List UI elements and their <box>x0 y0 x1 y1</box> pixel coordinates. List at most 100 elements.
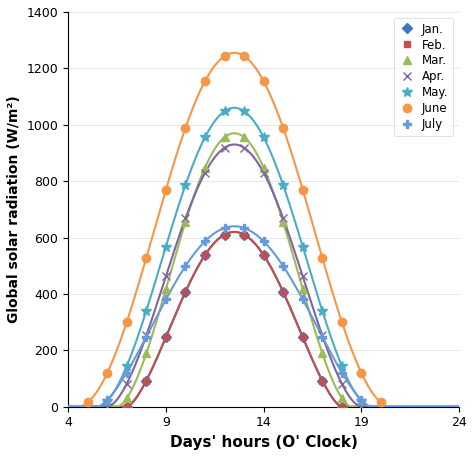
May. <box>300 244 306 250</box>
May. <box>104 398 110 404</box>
Feb. <box>222 232 228 237</box>
July <box>104 397 110 403</box>
June <box>378 400 384 405</box>
Apr. <box>339 381 345 387</box>
Jan. <box>241 232 247 237</box>
Feb. <box>202 252 208 258</box>
Line: May.: May. <box>102 106 366 406</box>
Feb. <box>144 378 149 383</box>
July <box>202 239 208 244</box>
Line: Jan.: Jan. <box>123 231 346 410</box>
May. <box>124 363 129 369</box>
Apr. <box>358 404 364 409</box>
Apr. <box>163 274 169 279</box>
July <box>144 334 149 340</box>
Feb. <box>241 232 247 237</box>
June <box>222 53 228 59</box>
Feb. <box>261 252 266 258</box>
May. <box>182 182 188 188</box>
June <box>339 319 345 325</box>
Mar. <box>319 351 325 356</box>
May. <box>163 244 169 250</box>
Apr. <box>144 333 149 338</box>
Line: July: July <box>103 224 365 404</box>
Jan. <box>163 335 169 340</box>
Feb. <box>182 289 188 295</box>
May. <box>222 108 228 114</box>
July <box>241 225 247 231</box>
Feb. <box>280 289 286 295</box>
Feb. <box>339 404 345 409</box>
Line: Apr.: Apr. <box>103 143 365 411</box>
Apr. <box>202 170 208 175</box>
Apr. <box>280 216 286 221</box>
July <box>182 263 188 269</box>
June <box>124 319 129 325</box>
Jan. <box>124 404 129 409</box>
July <box>300 297 306 302</box>
Mar. <box>202 165 208 170</box>
Apr. <box>241 145 247 150</box>
Apr. <box>222 145 228 150</box>
May. <box>339 363 345 369</box>
Feb. <box>163 335 169 340</box>
July <box>261 239 266 244</box>
May. <box>280 182 286 188</box>
July <box>339 370 345 375</box>
Line: Mar.: Mar. <box>123 133 346 402</box>
Legend: Jan., Feb., Mar., Apr., May., June, July: Jan., Feb., Mar., Apr., May., June, July <box>394 18 453 136</box>
Y-axis label: Global solar radiation (W/m²): Global solar radiation (W/m²) <box>7 96 21 323</box>
Line: Feb.: Feb. <box>123 231 346 410</box>
June <box>358 370 364 376</box>
Apr. <box>124 381 129 387</box>
May. <box>241 108 247 114</box>
Apr. <box>319 333 325 338</box>
May. <box>261 135 266 140</box>
May. <box>202 135 208 140</box>
Feb. <box>319 378 325 383</box>
July <box>280 263 286 269</box>
July <box>124 370 129 375</box>
Mar. <box>163 287 169 292</box>
Mar. <box>222 134 228 140</box>
Jan. <box>319 378 325 383</box>
Mar. <box>300 287 306 292</box>
June <box>319 255 325 260</box>
June <box>241 53 247 59</box>
Mar. <box>182 219 188 225</box>
June <box>202 79 208 84</box>
June <box>280 125 286 131</box>
July <box>358 397 364 403</box>
June <box>261 79 266 84</box>
Jan. <box>300 335 306 340</box>
Apr. <box>261 170 266 175</box>
Mar. <box>124 395 129 401</box>
June <box>300 187 306 192</box>
June <box>144 255 149 260</box>
Feb. <box>124 404 129 409</box>
May. <box>319 308 325 314</box>
Apr. <box>182 216 188 221</box>
June <box>85 400 91 405</box>
Jan. <box>182 289 188 295</box>
Jan. <box>202 252 208 258</box>
July <box>319 334 325 340</box>
Jan. <box>280 289 286 295</box>
Mar. <box>261 165 266 170</box>
June <box>163 187 169 192</box>
Jan. <box>222 232 228 237</box>
June <box>182 125 188 131</box>
Apr. <box>300 274 306 279</box>
Mar. <box>339 395 345 401</box>
June <box>104 370 110 376</box>
July <box>163 297 169 302</box>
May. <box>144 308 149 314</box>
Jan. <box>339 404 345 409</box>
Mar. <box>144 351 149 356</box>
Jan. <box>144 378 149 383</box>
Apr. <box>104 404 110 409</box>
July <box>222 225 228 231</box>
X-axis label: Days' hours (O' Clock): Days' hours (O' Clock) <box>170 435 357 450</box>
Feb. <box>300 335 306 340</box>
Line: June: June <box>83 52 385 407</box>
